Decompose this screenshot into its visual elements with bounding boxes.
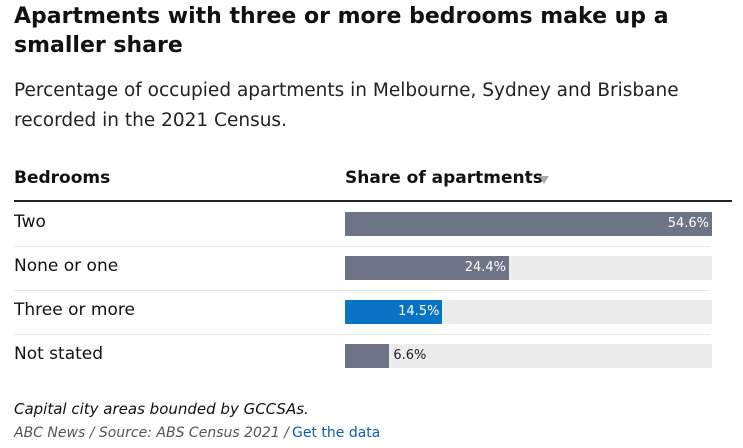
column-header: Bedrooms: [14, 168, 111, 188]
bar: [345, 212, 712, 236]
source: ABC News / Source: ABS Census 2021 /: [14, 425, 289, 441]
row-separator: [14, 246, 710, 247]
row-label: Two: [14, 212, 46, 232]
subtitle: Percentage of occupied apartments in Mel…: [14, 80, 679, 131]
value-label: 54.6%: [667, 216, 709, 231]
data-link[interactable]: Get the data: [292, 425, 381, 441]
row-label: Not stated: [14, 344, 104, 364]
bar: [345, 300, 443, 324]
sort-icon[interactable]: [538, 175, 550, 185]
note: Capital city areas bounded by GCCSAs.: [14, 400, 309, 418]
title: Apartments with three or more bedrooms m…: [14, 4, 669, 58]
bar-track: [345, 344, 712, 368]
value-label: 14.5%: [398, 304, 440, 319]
row-label: None or one: [14, 256, 119, 276]
value-label: 6.6%: [393, 348, 427, 363]
row-separator: [14, 334, 710, 335]
header-rule: [14, 200, 732, 202]
bar: [345, 344, 390, 368]
bar: [345, 256, 509, 280]
row-separator: [14, 290, 710, 291]
column-header[interactable]: Share of apartments: [345, 168, 543, 188]
value-label: 24.4%: [464, 260, 506, 275]
row-label: Three or more: [14, 300, 135, 320]
